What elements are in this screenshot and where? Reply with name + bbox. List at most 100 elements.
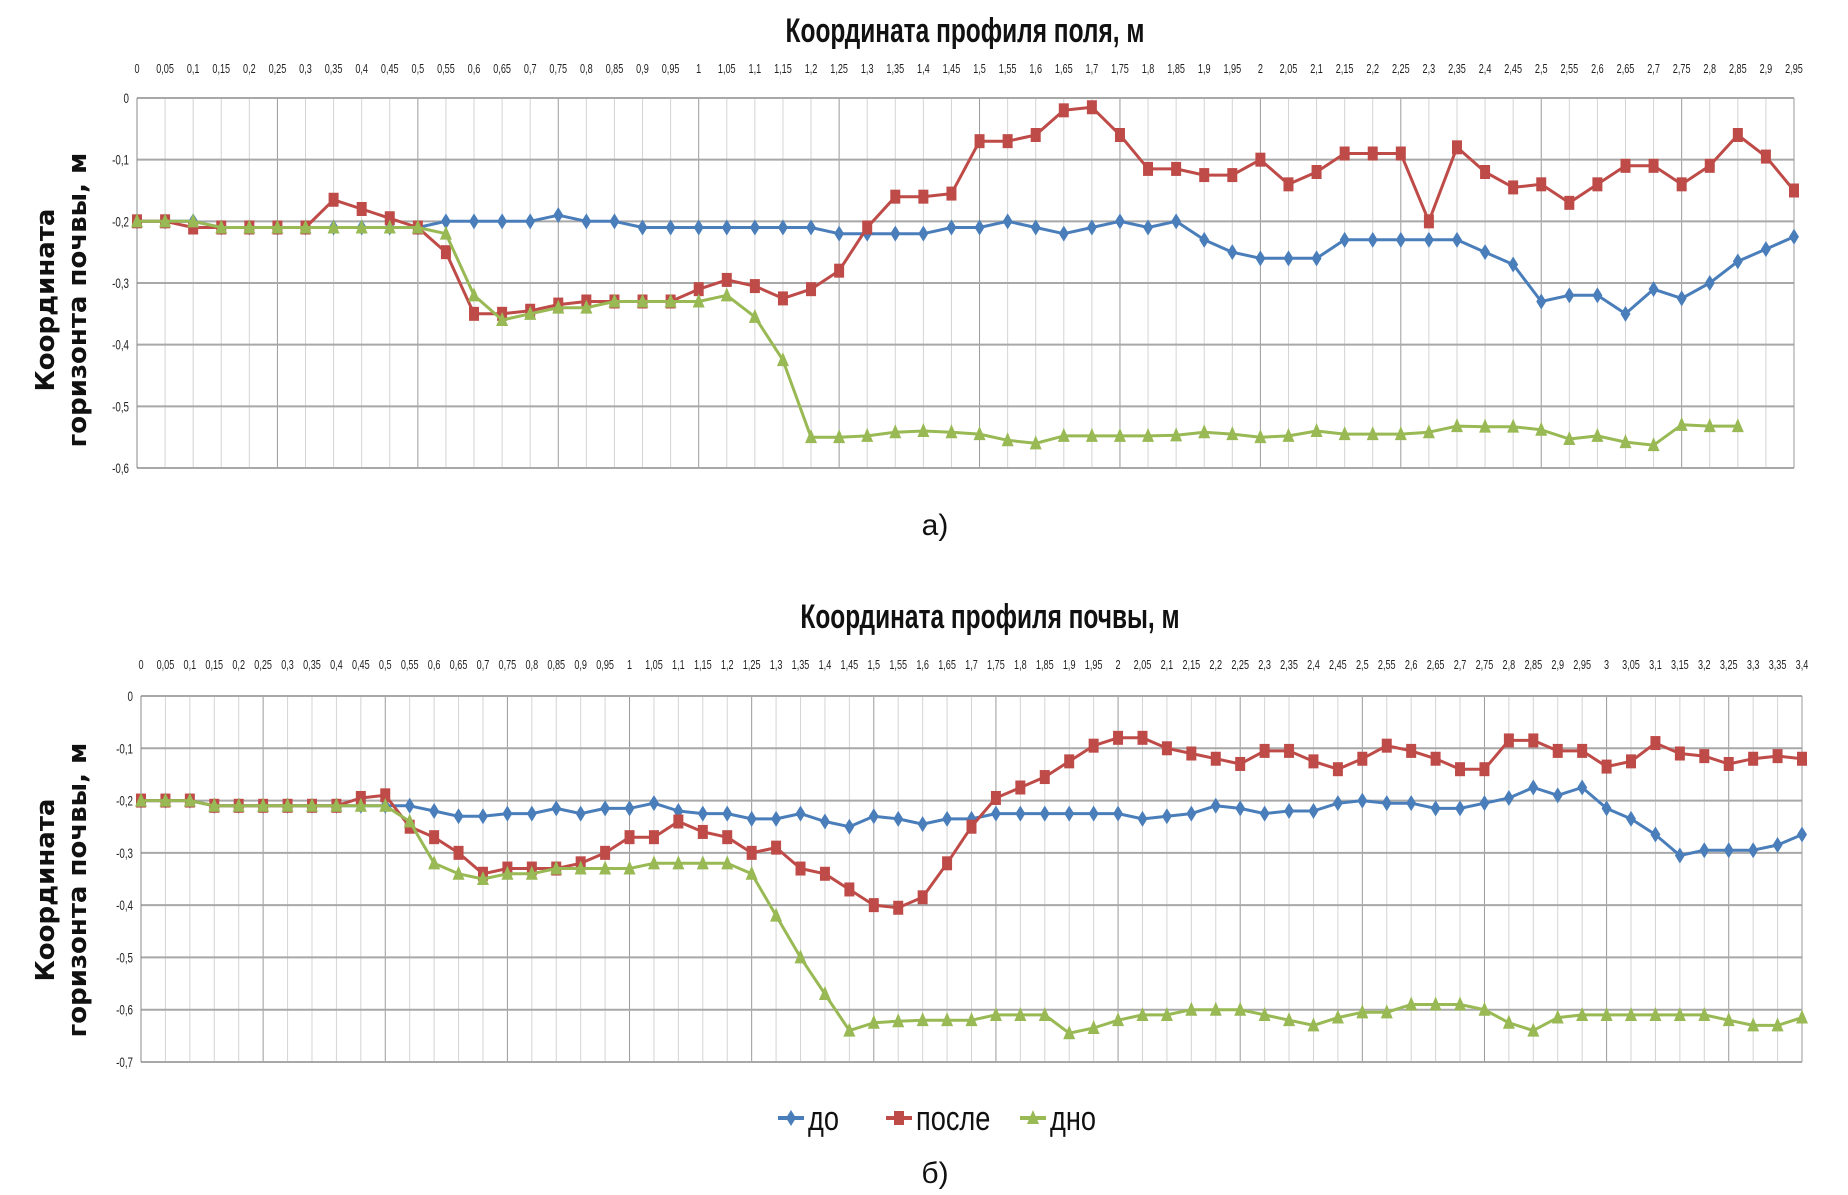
- data-point: [188, 220, 199, 235]
- data-point: [748, 308, 761, 323]
- x-tick-label: 2,6: [1591, 63, 1604, 77]
- x-tick-label: 0,7: [524, 63, 537, 77]
- data-point: [1039, 805, 1050, 822]
- data-point: [187, 213, 200, 228]
- y-tick-label: -0,3: [116, 845, 133, 861]
- data-point: [1002, 134, 1013, 149]
- x-tick-label: 2,5: [1535, 63, 1548, 77]
- data-point: [890, 189, 901, 204]
- x-tick-label: 1,4: [819, 659, 832, 673]
- data-point: [1479, 795, 1490, 812]
- data-point: [1137, 730, 1148, 745]
- data-point: [1284, 743, 1295, 758]
- x-tick-label: 2,75: [1476, 659, 1494, 673]
- data-point: [637, 219, 648, 236]
- legend-label: дно: [1050, 1099, 1096, 1138]
- x-tick-label: 2,3: [1423, 63, 1436, 77]
- data-point: [551, 800, 562, 817]
- data-point: [281, 797, 294, 812]
- data-point: [844, 818, 855, 835]
- data-point: [1282, 427, 1295, 442]
- x-tick-label: 1,6: [1029, 63, 1042, 77]
- data-point: [696, 855, 709, 870]
- x-tick-label: 0,5: [379, 659, 392, 673]
- x-tick-label: 1,45: [841, 659, 859, 673]
- y-tick-label: -0,3: [112, 275, 129, 291]
- x-tick-label: 1,4: [917, 63, 930, 77]
- x-tick-label: 0,85: [547, 659, 565, 673]
- y-tick-label: 0: [124, 90, 130, 106]
- data-point: [580, 299, 593, 314]
- legend-label: до: [808, 1099, 839, 1138]
- data-point: [1619, 434, 1632, 449]
- data-point: [1030, 128, 1041, 142]
- y-tick-label: -0,6: [112, 460, 129, 476]
- series-dno: [131, 213, 1744, 452]
- legend-item: до: [778, 1099, 839, 1138]
- y-axis-title-line1: Координата: [31, 209, 61, 392]
- data-point: [1626, 810, 1637, 827]
- data-point: [1380, 1004, 1393, 1019]
- data-point: [609, 213, 620, 230]
- data-point: [1649, 1006, 1662, 1021]
- x-tick-label: 1,15: [774, 63, 792, 77]
- data-point: [946, 186, 957, 201]
- chart-title: Координата профиля поля, м: [786, 12, 1145, 50]
- data-point: [1430, 800, 1441, 817]
- data-point: [1455, 762, 1466, 777]
- y-tick-label: -0,5: [112, 399, 129, 415]
- data-point: [1161, 741, 1172, 756]
- data-point: [805, 429, 818, 444]
- data-point: [720, 287, 733, 302]
- data-point: [552, 299, 565, 314]
- data-point: [1283, 1012, 1296, 1027]
- x-tick-label: 1,65: [938, 659, 956, 673]
- data-point: [1226, 426, 1239, 441]
- x-tick-label: 0,85: [606, 63, 624, 77]
- x-tick-label: 1,85: [1167, 63, 1185, 77]
- data-point: [1405, 996, 1418, 1011]
- data-point: [868, 898, 879, 913]
- data-point: [819, 866, 830, 881]
- data-point: [918, 189, 929, 204]
- data-point: [501, 865, 514, 880]
- triangle-marker-icon: [1027, 1110, 1039, 1124]
- data-point: [1114, 213, 1125, 230]
- data-point: [232, 797, 245, 812]
- y-axis-title-line1: Координата: [31, 799, 61, 982]
- data-point: [945, 424, 958, 439]
- data-point: [1001, 432, 1014, 447]
- x-tick-label: 2,35: [1280, 659, 1298, 673]
- data-point: [1508, 180, 1519, 195]
- data-point: [777, 291, 788, 306]
- x-tick-label: 2: [1258, 63, 1263, 77]
- x-tick-label: 0,3: [281, 659, 294, 673]
- data-point: [1311, 165, 1322, 179]
- data-point: [1748, 842, 1759, 859]
- data-point: [1552, 787, 1563, 804]
- data-point: [722, 830, 733, 845]
- x-tick-label: 1: [627, 659, 632, 673]
- data-point: [1676, 290, 1687, 307]
- data-point: [665, 219, 676, 236]
- data-point: [1699, 842, 1710, 859]
- x-tick-label: 0,1: [184, 659, 197, 673]
- data-point: [942, 810, 953, 827]
- x-tick-label: 1,35: [886, 63, 904, 77]
- x-tick-label: 0,8: [525, 659, 538, 673]
- data-point: [439, 225, 452, 240]
- data-point: [1563, 431, 1576, 446]
- data-point: [746, 810, 757, 827]
- data-point: [1722, 1012, 1735, 1027]
- data-point: [1592, 287, 1603, 304]
- data-point: [1732, 253, 1743, 270]
- data-point: [440, 245, 451, 260]
- x-tick-label: 2,6: [1405, 659, 1418, 673]
- data-point: [918, 225, 929, 242]
- data-point: [673, 814, 684, 829]
- data-point: [477, 808, 488, 825]
- data-point: [468, 287, 481, 302]
- data-point: [806, 219, 817, 236]
- x-tick-label: 0,55: [437, 63, 455, 77]
- x-tick-label: 2,15: [1336, 63, 1354, 77]
